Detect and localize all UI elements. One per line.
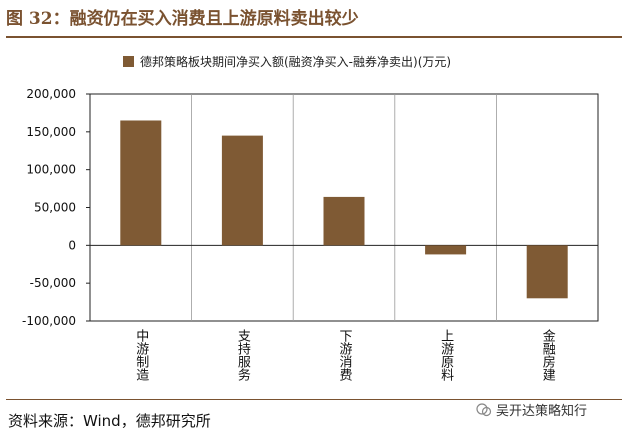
y-tick-label: 100,000: [26, 163, 76, 177]
source-rule: [6, 399, 622, 400]
source-note: 资料来源：Wind，德邦研究所: [8, 412, 211, 430]
x-category-label: 金融房建: [540, 328, 556, 382]
wechat-icon: [476, 402, 492, 416]
x-category-label: 上游原料: [438, 329, 454, 381]
legend-swatch: [123, 56, 134, 67]
y-tick-label: 150,000: [26, 125, 76, 139]
watermark-text: 吴开达策略知行: [496, 404, 588, 419]
y-tick-label: -50,000: [30, 276, 76, 290]
bar-4: [425, 245, 467, 255]
bar-3: [323, 196, 365, 246]
y-tick-label: -100,000: [22, 314, 76, 328]
bar-5: [526, 245, 568, 299]
title-rule: [6, 36, 622, 38]
x-category-label: 下游消费: [337, 329, 353, 381]
bar-2: [221, 135, 263, 246]
x-category-label: 中游制造: [133, 329, 149, 382]
watermark: 吴开达策略知行: [476, 400, 588, 419]
legend-label: 德邦策略板块期间净买入额(融资净买入-融券净卖出)(万元): [140, 55, 452, 69]
x-category-label: 支持服务: [235, 329, 251, 381]
figure-title: 图 32：融资仍在买入消费且上游原料卖出较少: [6, 9, 359, 29]
y-tick-label: 50,000: [34, 201, 76, 215]
y-tick-label: 200,000: [26, 87, 76, 101]
chart-legend: 德邦策略板块期间净买入额(融资净买入-融券净卖出)(万元): [123, 53, 451, 70]
bar-1: [120, 120, 162, 246]
y-tick-label: 0: [68, 238, 76, 252]
